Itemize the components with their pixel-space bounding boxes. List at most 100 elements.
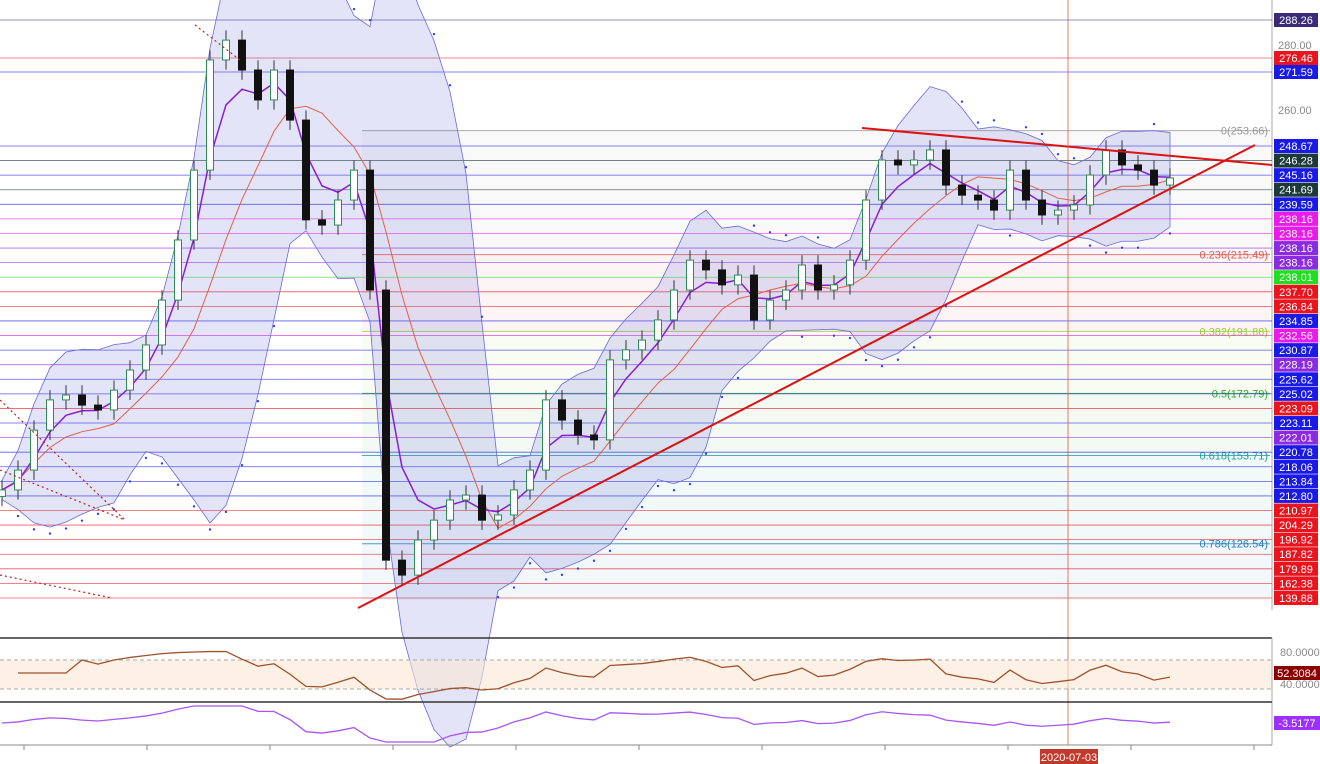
price-label-badge bbox=[1274, 51, 1318, 65]
candle-body bbox=[94, 404, 102, 411]
candle bbox=[734, 265, 742, 295]
fib-level-label: 0.382(191.88) bbox=[1200, 326, 1269, 338]
candle bbox=[590, 425, 598, 450]
price-label-badge bbox=[1274, 416, 1318, 431]
candle-body bbox=[1118, 149, 1126, 166]
candle-body bbox=[1150, 169, 1158, 186]
candle-body bbox=[398, 559, 406, 576]
candle bbox=[782, 280, 790, 310]
candle-body bbox=[334, 199, 342, 226]
sma-line bbox=[1, 105, 1171, 529]
parabolic-sar-dot bbox=[16, 514, 20, 518]
price-label-badge bbox=[1274, 576, 1318, 591]
candle bbox=[606, 350, 614, 450]
price-label: 228.19 bbox=[1279, 360, 1313, 372]
price-label-badge bbox=[1274, 474, 1318, 489]
candle-body bbox=[510, 489, 518, 516]
parabolic-sar-dot bbox=[1040, 132, 1044, 136]
candle bbox=[542, 390, 550, 480]
parabolic-sar-dot bbox=[864, 358, 868, 362]
price-label: 223.09 bbox=[1279, 403, 1313, 415]
parabolic-sar-dot bbox=[48, 532, 52, 535]
fib-level-label: 0.618(153.71) bbox=[1200, 450, 1269, 462]
candle bbox=[494, 505, 502, 530]
price-label-badge bbox=[1274, 386, 1318, 401]
price-label-badge bbox=[1274, 357, 1318, 372]
price-label: 248.67 bbox=[1279, 141, 1313, 153]
price-label-badge bbox=[1274, 270, 1318, 285]
candle-body bbox=[1038, 199, 1046, 216]
parabolic-sar-dot bbox=[432, 32, 436, 36]
parabolic-sar-dot bbox=[848, 336, 852, 340]
parabolic-sar-dot bbox=[976, 121, 980, 124]
candle-body bbox=[670, 289, 678, 321]
candle-body bbox=[1022, 169, 1030, 201]
candle-body bbox=[238, 39, 246, 71]
fib-zone bbox=[362, 331, 1270, 394]
price-label: 238.16 bbox=[1279, 214, 1313, 226]
price-label-badge bbox=[1274, 255, 1318, 270]
candle bbox=[478, 485, 486, 530]
candle-body bbox=[798, 264, 806, 291]
fib-level-label: 0(253.66) bbox=[1221, 126, 1268, 138]
price-label-badge bbox=[1274, 65, 1318, 79]
candle bbox=[158, 290, 166, 355]
candle bbox=[254, 60, 262, 110]
candle bbox=[574, 410, 582, 445]
candle-body bbox=[126, 369, 134, 391]
parabolic-sar-dot bbox=[560, 573, 564, 577]
candle-body bbox=[862, 199, 870, 261]
candle-body bbox=[1054, 209, 1062, 216]
candle-body bbox=[430, 519, 438, 541]
candle-body bbox=[478, 494, 486, 521]
candle-body bbox=[654, 319, 662, 341]
parabolic-sar-dot bbox=[656, 484, 660, 488]
price-label-badge bbox=[1274, 445, 1318, 460]
price-label-badge bbox=[1274, 211, 1318, 226]
candle bbox=[750, 265, 758, 330]
parabolic-sar-dot bbox=[1008, 234, 1012, 237]
candle bbox=[78, 385, 86, 415]
candle bbox=[206, 50, 214, 180]
candle-body bbox=[782, 289, 790, 301]
rsi-value: 52.3084 bbox=[1277, 668, 1317, 680]
price-label: 162.38 bbox=[1279, 578, 1313, 590]
candle-body bbox=[206, 59, 214, 171]
parabolic-sar-dot bbox=[144, 456, 148, 460]
price-label-badge bbox=[1274, 139, 1318, 153]
parabolic-sar-dot bbox=[816, 236, 820, 239]
price-label-badge bbox=[1274, 430, 1318, 445]
parabolic-sar-dot bbox=[672, 489, 676, 492]
parabolic-sar-dot bbox=[784, 233, 788, 237]
parabolic-sar-dot bbox=[80, 519, 84, 522]
price-label: 139.88 bbox=[1279, 593, 1313, 605]
parabolic-sar-dot bbox=[112, 508, 116, 511]
parabolic-sar-dot bbox=[528, 562, 532, 565]
price-label: 239.59 bbox=[1279, 199, 1313, 211]
price-label: 241.69 bbox=[1279, 185, 1313, 197]
candle bbox=[270, 60, 278, 110]
candle bbox=[1006, 160, 1014, 220]
fib-zone bbox=[362, 393, 1270, 456]
parabolic-sar-dot bbox=[208, 528, 212, 531]
candle bbox=[430, 510, 438, 550]
candle bbox=[702, 250, 710, 280]
rsi-tick-label: 40.0000 bbox=[1280, 679, 1320, 691]
candle-body bbox=[318, 219, 326, 226]
price-label-badge bbox=[1274, 299, 1318, 314]
parabolic-sar-dot bbox=[1168, 232, 1172, 235]
candle bbox=[878, 150, 886, 210]
candle-body bbox=[0, 489, 6, 497]
candle bbox=[302, 110, 310, 230]
price-label-badge bbox=[1274, 284, 1318, 299]
candle bbox=[190, 160, 198, 250]
price-label-badge bbox=[1274, 197, 1318, 212]
candle bbox=[766, 290, 774, 330]
candle bbox=[1086, 165, 1094, 215]
price-label: 222.01 bbox=[1279, 433, 1313, 445]
candle bbox=[670, 280, 678, 330]
parabolic-sar-dot bbox=[704, 452, 708, 455]
candle-body bbox=[1086, 174, 1094, 206]
parabolic-sar-dot bbox=[1024, 126, 1028, 129]
